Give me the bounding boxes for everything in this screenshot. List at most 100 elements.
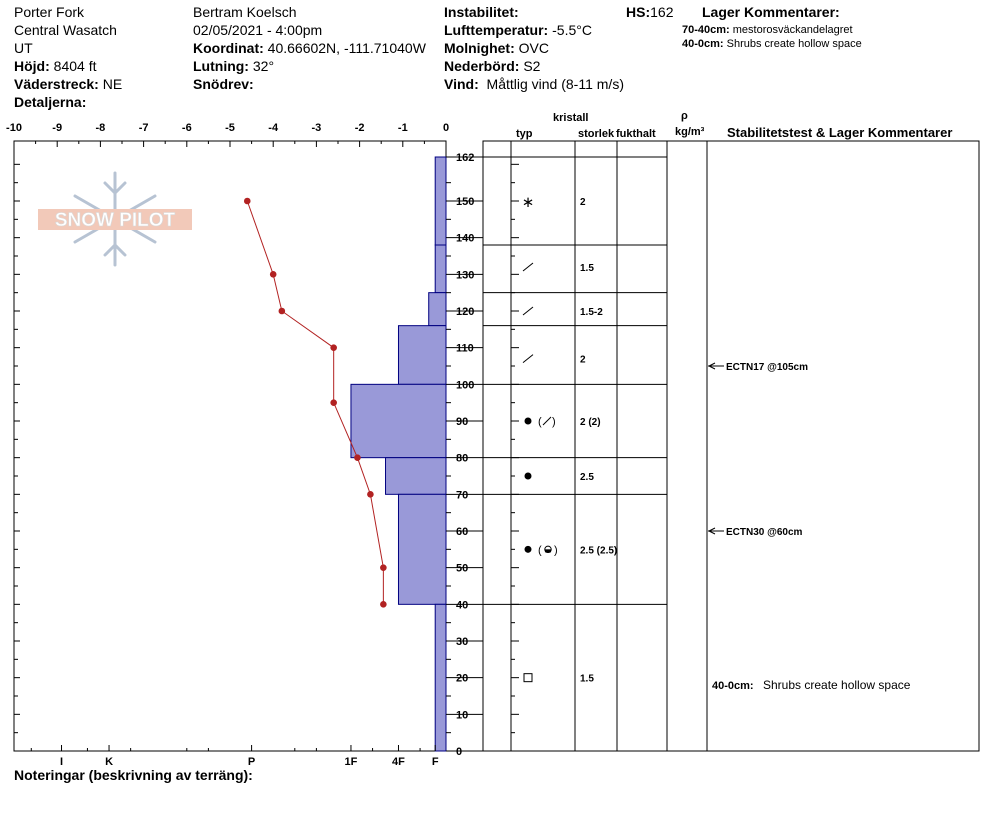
- depth-hoar-icon: [523, 673, 533, 683]
- layer-comment-1: 70-40cm: mestorosväckandelagret: [682, 24, 853, 37]
- notes-label: Noteringar (beskrivning av terräng):: [14, 767, 253, 783]
- logo-banner: [38, 209, 192, 230]
- layer-comment-1-text: mestorosväckandelagret: [732, 24, 853, 36]
- grain-symbol-slash-icon: [522, 306, 534, 316]
- height-tick-label: 10: [456, 709, 468, 721]
- height-tick-label: 0: [456, 746, 462, 758]
- coordinates: Koordinat: 40.66602N, -111.71040W: [193, 40, 426, 56]
- temp-tick-label: -2: [355, 122, 365, 134]
- datetime: 02/05/2021 - 4:00pm: [193, 22, 323, 38]
- grain-symbol-dot-icon: [524, 472, 532, 480]
- stability-comment-text: Shrubs create hollow space: [763, 678, 911, 692]
- col-stability: Stabilitetstest & Lager Kommentarer: [727, 125, 953, 140]
- instability-label: Instabilitet:: [444, 4, 519, 20]
- temp-tick-label: -3: [312, 122, 322, 134]
- grain-symbol-dot-melt-icon: (): [524, 544, 558, 556]
- elevation: Höjd: 8404 ft: [14, 58, 96, 74]
- hardness-layer-6: [397, 493, 447, 605]
- grain-size-label: 1.5-2: [580, 307, 603, 318]
- height-tick-label: 140: [456, 233, 474, 245]
- slope-value: 32°: [252, 58, 275, 74]
- height-tick-label: 120: [456, 306, 474, 318]
- wind-label: Vind:: [444, 76, 479, 92]
- grain-size-label: 2.5: [580, 472, 594, 483]
- precip-value: S2: [523, 58, 541, 74]
- secondary-grain-close-paren: ): [554, 544, 558, 556]
- faceted-icon: [522, 262, 534, 272]
- hs: HS:162: [626, 4, 673, 20]
- col-crystal: kristall: [553, 112, 589, 124]
- col-moisture: fukthalt: [616, 128, 656, 140]
- aspect-label: Väderstreck:: [14, 76, 99, 92]
- drift-label: Snödrev:: [193, 76, 254, 92]
- slope: Lutning: 32°: [193, 58, 274, 74]
- stability-test-label: ECTN17 @105cm: [726, 362, 808, 373]
- elevation-value: 8404 ft: [53, 58, 97, 74]
- height-tick-label: 80: [456, 453, 468, 465]
- new-snow-icon: ∗: [522, 194, 535, 211]
- temp-tick-label: -6: [182, 122, 192, 134]
- grain-size-label: 2: [580, 197, 586, 208]
- grain-size-label: 2: [580, 355, 586, 366]
- hardness-label: 4F: [392, 756, 405, 768]
- aspect-value: NE: [102, 76, 123, 92]
- layer-comment-2: 40-0cm: Shrubs create hollow space: [682, 38, 862, 51]
- slope-label: Lutning:: [193, 58, 249, 74]
- grain-symbol-dot-slash-icon: (): [524, 416, 556, 428]
- hardness-layer-5: [385, 457, 447, 495]
- temperature-point: [269, 271, 277, 278]
- grain-symbol-slash-icon: [522, 354, 534, 364]
- faceted-icon: [522, 354, 534, 364]
- hardness-label: K: [105, 756, 113, 768]
- grain-size-label: 1.5: [580, 263, 594, 274]
- state: UT: [14, 40, 33, 56]
- hardness-layer-4: [350, 383, 447, 459]
- height-tick-label: 110: [456, 343, 474, 355]
- height-tick-label: 130: [456, 269, 474, 281]
- sky: Molnighet: OVC: [444, 40, 549, 56]
- hs-value: 162: [650, 4, 674, 20]
- temp-tick-label: 0: [443, 122, 449, 134]
- height-tick-label: 20: [456, 673, 468, 685]
- melt-form-fill: [545, 549, 551, 553]
- col-rho: ρ: [681, 110, 688, 122]
- grain-symbol-square-icon: [523, 673, 533, 683]
- aspect: Väderstreck: NE: [14, 76, 122, 92]
- secondary-grain-open-paren: (: [538, 544, 542, 556]
- temp-tick-label: -8: [96, 122, 106, 134]
- height-tick-label: 30: [456, 636, 468, 648]
- airtemp-value: -5.5°C: [552, 22, 592, 38]
- temperature-point: [380, 601, 387, 608]
- temperature-point: [278, 307, 286, 315]
- snowpilot-logo: SNOW PILOT: [38, 171, 192, 267]
- hardness-layer-3: [397, 325, 447, 385]
- air-temp: Lufttemperatur: -5.5°C: [444, 22, 592, 38]
- precip-label: Nederbörd:: [444, 58, 520, 74]
- col-density-unit: kg/m³: [675, 126, 705, 138]
- height-tick-label: 70: [456, 489, 468, 501]
- hs-label: HS:: [626, 4, 651, 20]
- height-tick-label: 150: [456, 196, 474, 208]
- grain-symbol-newsnow-icon: ∗: [522, 194, 535, 211]
- temperature-point: [243, 197, 251, 205]
- col-size: storlek: [578, 128, 615, 140]
- temp-tick-label: -7: [139, 122, 149, 134]
- stability-test-label: ECTN30 @60cm: [726, 527, 803, 538]
- height-tick-label: 50: [456, 563, 468, 575]
- grain-size-label: 2.5 (2.5): [580, 545, 617, 556]
- hardness-layer-0: [434, 156, 447, 246]
- faceted-secondary-icon: [542, 416, 552, 426]
- secondary-grain-close-paren: ): [552, 416, 556, 428]
- hardness-label: F: [432, 756, 439, 768]
- hardness-layer-1: [434, 244, 447, 294]
- details-label: Detaljerna:: [14, 94, 87, 110]
- sky-value: OVC: [518, 40, 549, 56]
- height-tick-label: 60: [456, 526, 468, 538]
- layer-comment-2-text: Shrubs create hollow space: [726, 38, 862, 50]
- layer-comment-1-range: 70-40cm:: [682, 24, 730, 36]
- height-tick-label: 162: [456, 152, 474, 164]
- logo-text: SNOW PILOT: [55, 210, 176, 231]
- airtemp-label: Lufttemperatur:: [444, 22, 549, 38]
- temperature-point: [330, 399, 337, 406]
- stability-comment-range: 40-0cm:: [712, 680, 754, 692]
